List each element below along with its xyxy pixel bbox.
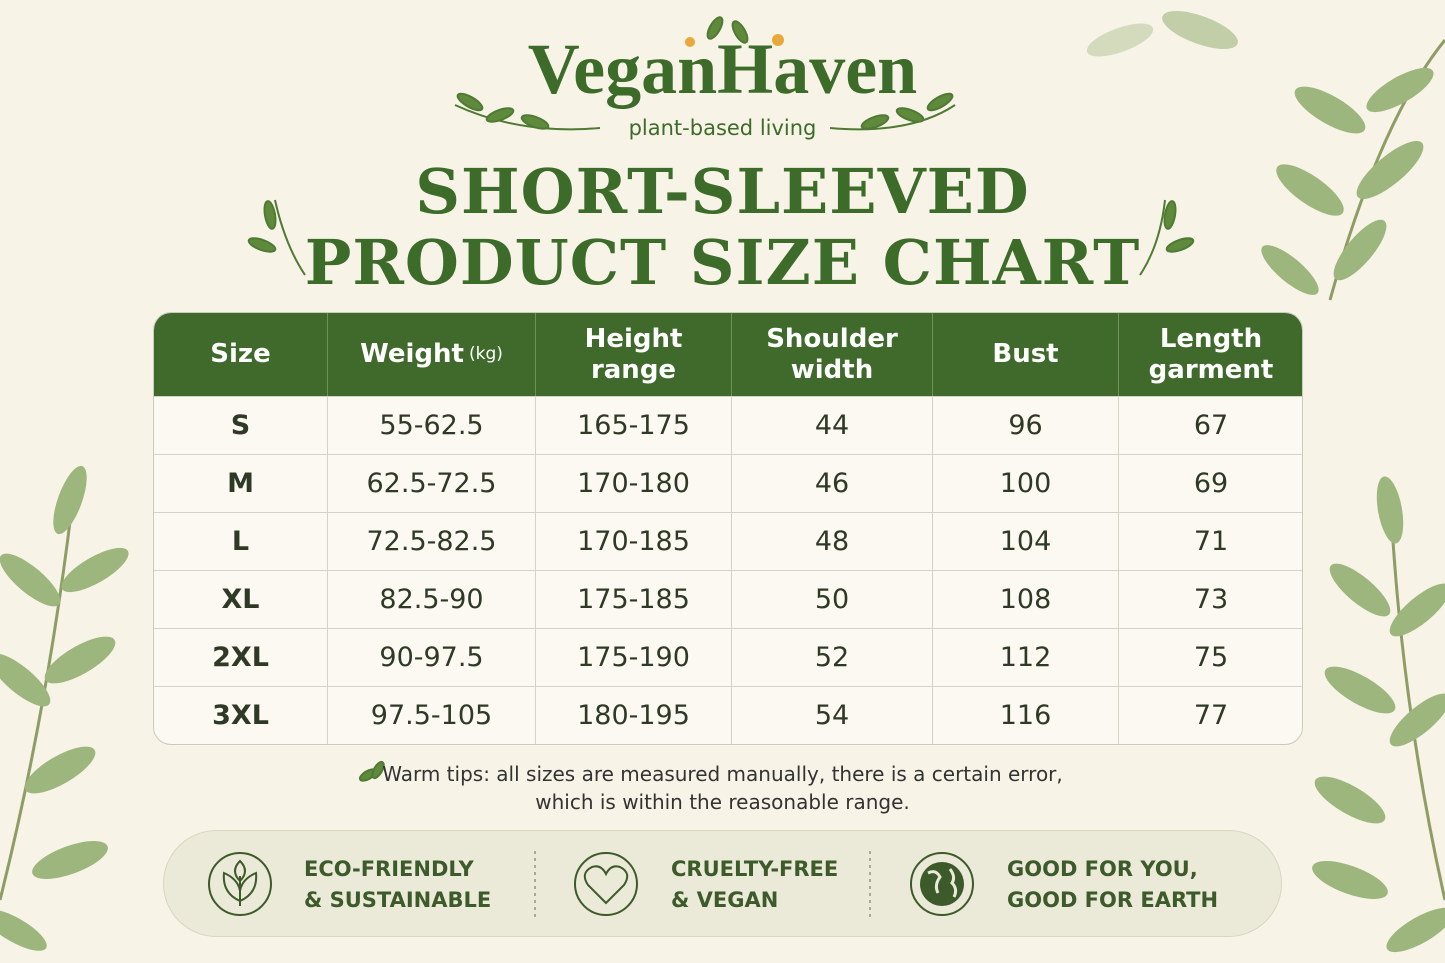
feature-text: GOOD FOR YOU, GOOD FOR EARTH <box>1007 854 1218 916</box>
table-cell: 3XL <box>154 686 328 744</box>
table-cell: 100 <box>933 454 1119 512</box>
header-text: Length garment <box>1148 323 1274 385</box>
table-cell: 108 <box>933 570 1119 628</box>
header-cell: Bust <box>933 313 1119 396</box>
title-line: PRODUCT SIZE CHART <box>304 226 1141 299</box>
table-cell: 116 <box>933 686 1119 744</box>
table-cell: 96 <box>933 396 1119 454</box>
table-cell: 72.5-82.5 <box>328 512 536 570</box>
table-cell: 44 <box>732 396 933 454</box>
table-cell: 73 <box>1119 570 1302 628</box>
header-text: Size <box>210 339 271 369</box>
table-cell: 62.5-72.5 <box>328 454 536 512</box>
header-text: Weight <box>360 339 464 369</box>
table-cell: 55-62.5 <box>328 396 536 454</box>
feature-line: & SUSTAINABLE <box>304 888 492 912</box>
feature-line: GOOD FOR EARTH <box>1007 888 1219 912</box>
header-cell: Size <box>154 313 328 396</box>
table-cell: 112 <box>933 628 1119 686</box>
title-line: SHORT-SLEEVED <box>415 155 1030 228</box>
table-cell: 75 <box>1119 628 1302 686</box>
brand-sprigs <box>247 16 1195 782</box>
feature-text: ECO-FRIENDLY & SUSTAINABLE <box>304 854 491 916</box>
table-cell: XL <box>154 570 328 628</box>
table-cell: 48 <box>732 512 933 570</box>
header-unit: (kg) <box>468 344 503 364</box>
header-cell: Length garment <box>1119 313 1302 396</box>
table-cell: 170-180 <box>536 454 732 512</box>
table-cell: 69 <box>1119 454 1302 512</box>
table-cell: 67 <box>1119 396 1302 454</box>
table-cell: 46 <box>732 454 933 512</box>
table-cell: 175-190 <box>536 628 732 686</box>
table-cell: 175-185 <box>536 570 732 628</box>
table-cell: 90-97.5 <box>328 628 536 686</box>
feature-text: CRUELTY-FREE & VEGAN <box>671 854 838 916</box>
table-cell: 52 <box>732 628 933 686</box>
table-cell: M <box>154 454 328 512</box>
feature-line: CRUELTY-FREE <box>671 857 839 881</box>
table-cell: 165-175 <box>536 396 732 454</box>
table-cell: 71 <box>1119 512 1302 570</box>
header-cell: Shoulder width <box>732 313 933 396</box>
table-cell: 50 <box>732 570 933 628</box>
table-cell: 77 <box>1119 686 1302 744</box>
table-cell: 54 <box>732 686 933 744</box>
leaves-top-right <box>1086 11 1445 301</box>
feature-line: GOOD FOR YOU, <box>1007 857 1198 881</box>
table-cell: L <box>154 512 328 570</box>
table-cell: 97.5-105 <box>328 686 536 744</box>
header-cell: Height range <box>536 313 732 396</box>
table-cell: 2XL <box>154 628 328 686</box>
feature-line: ECO-FRIENDLY <box>304 857 474 881</box>
header-text: Bust <box>992 339 1059 369</box>
table-cell: 170-185 <box>536 512 732 570</box>
brand-name: VeganHaven <box>527 29 918 109</box>
header-cell: Weight (kg) <box>328 313 536 396</box>
table-cell: 82.5-90 <box>328 570 536 628</box>
feature-bar: ECO-FRIENDLY & SUSTAINABLE CRUELTY-FREE & … <box>163 830 1282 937</box>
header-text: Shoulder width <box>766 323 898 385</box>
table-cell: S <box>154 396 328 454</box>
table-cell: 104 <box>933 512 1119 570</box>
leaves-right <box>1312 476 1445 953</box>
tip-line: Warm tips: all sizes are measured manual… <box>382 762 1063 786</box>
table-cell: 180-195 <box>536 686 732 744</box>
header-text: Height range <box>584 323 683 385</box>
tip-line: which is within the reasonable range. <box>535 790 910 814</box>
brand-tagline: plant-based living <box>628 116 817 140</box>
leaves-left <box>0 465 129 951</box>
feature-icons <box>208 851 974 919</box>
feature-line: & VEGAN <box>671 888 779 912</box>
size-table: Size Weight (kg) Height range Shoulder width… <box>153 312 1303 745</box>
